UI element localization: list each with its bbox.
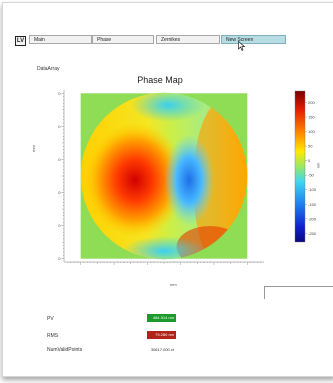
y-tick-label: 50: [58, 91, 61, 96]
data-array-label: DataArray: [37, 66, 60, 72]
y-tick-label: 10: [58, 223, 61, 228]
panel-divider: [264, 286, 333, 299]
colorbar-tick-label: 50: [308, 144, 313, 149]
colorbar-tick-label: -200: [308, 216, 317, 221]
tab-main[interactable]: Main: [29, 35, 92, 44]
app-icon: LV: [15, 36, 26, 46]
colorbar-tick-label: 0: [308, 158, 311, 163]
rms-label: RMS: [47, 333, 59, 339]
y-tick-label: 30: [58, 157, 61, 162]
y-tick-label: 40: [58, 124, 61, 129]
mouse-pointer-icon: [238, 41, 246, 51]
pv-label: PV: [47, 316, 54, 322]
num-valid-points-value: 30617.000 ct: [150, 347, 174, 352]
colorbar-tick-label: -50: [308, 173, 315, 178]
colorbar-tick-label: -250: [308, 231, 317, 236]
top-cyan-band: [130, 92, 206, 122]
colorbar-tick-label: 100: [308, 129, 315, 134]
phase-map-plot: 0102030405001020304050: [58, 88, 270, 266]
tab-new-screen[interactable]: New Screen: [221, 35, 286, 44]
colorbar-tick-label: -150: [308, 202, 317, 207]
y-tick-label: 20: [58, 190, 61, 195]
bottom-cyan-band: [122, 236, 206, 260]
right-blue-lobe: [164, 134, 214, 226]
rms-value: 79.280 nm: [147, 331, 176, 339]
y-tick-label: 0: [58, 256, 61, 261]
left-red-lobe: [83, 121, 187, 239]
colorbar-unit-label: nm: [315, 162, 321, 169]
colorbar-tick-label: -100: [308, 187, 317, 192]
colorbar-tick-label: 150: [308, 115, 315, 120]
x-axis-label: mm: [170, 282, 177, 287]
colorbar-tick-label: 200: [308, 100, 315, 105]
num-valid-points-label: NumValidPoints: [47, 347, 83, 353]
chart-title: Phase Map: [137, 75, 183, 85]
y-axis-label: mm: [30, 145, 36, 152]
tab-phase[interactable]: Phase: [92, 35, 154, 44]
pv-value: 484.314 nm: [147, 314, 176, 322]
tab-zernikes[interactable]: Zernikes: [156, 35, 220, 44]
colorbar: 200 150 100 50 0 -50 -100 -150 -200 -250: [294, 90, 317, 243]
